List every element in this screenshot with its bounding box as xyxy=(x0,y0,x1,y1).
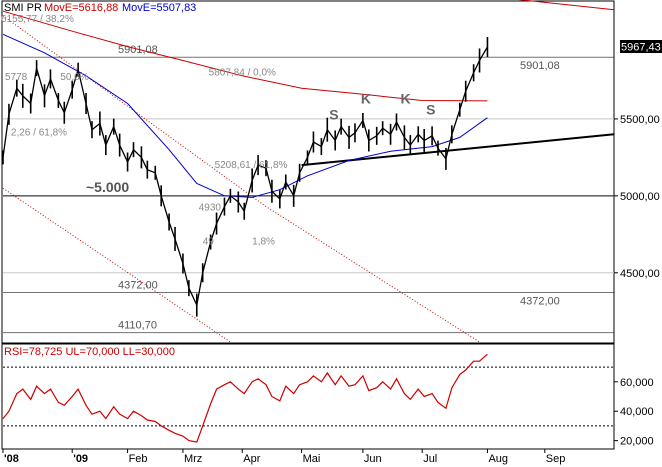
rsi-tick-label-2: 60,000 xyxy=(620,377,654,389)
x-tick-label-0: '08 xyxy=(4,453,19,465)
y-tick-label-2: 5500,00 xyxy=(620,114,660,126)
fib-label-4: 2,26 / 61,8% xyxy=(11,128,67,139)
price-panel-frame xyxy=(1,0,615,344)
x-tick-label-2: Feb xyxy=(129,453,148,465)
x-tick-label-6: Jun xyxy=(364,453,382,465)
level-label-right-3: 4372,00 xyxy=(520,295,560,307)
rsi-tick-label-1: 40,000 xyxy=(620,406,654,418)
fib-label-5: 5208,61 / 61,8% xyxy=(215,160,288,171)
channel-lower-line xyxy=(2,187,231,343)
symbol-label: SMI PR xyxy=(4,2,42,14)
ma-long-line xyxy=(2,33,488,198)
rsi-panel-frame xyxy=(1,343,615,450)
rsi-series xyxy=(2,353,614,443)
ma-short-line xyxy=(2,10,488,102)
fib-label-7: 49 xyxy=(203,236,215,247)
x-tick-label-1: '09 xyxy=(73,453,88,465)
fib-labels: 6155,77 / 38,2% 5807,84 / 0,0% 5778 50,0% 2,… xyxy=(1,14,287,247)
x-axis: '08 '09 Feb Mrz Apr Mai Jun Jul Aug Sep xyxy=(2,449,566,465)
fib-label-0: 6155,77 / 38,2% xyxy=(1,14,74,25)
x-tick-label-9: Sep xyxy=(546,453,566,465)
y-tick-label-0: 4500,00 xyxy=(620,268,660,280)
y-axis-price: 4500,00 5000,00 5500,00 xyxy=(614,114,660,280)
x-tick-label-4: Apr xyxy=(243,453,260,465)
pattern-labels: SK KS xyxy=(329,91,435,123)
x-tick-label-7: Jul xyxy=(423,453,437,465)
fib-label-1: 5807,84 / 0,0% xyxy=(209,68,276,79)
rsi-tick-label-0: 20,000 xyxy=(620,436,654,448)
y-axis-rsi: 20,000 40,000 60,000 xyxy=(614,377,654,448)
y-tick-label-1: 5000,00 xyxy=(620,191,660,203)
ma-short-label: MovE=5616,88 xyxy=(44,2,118,14)
level-label-1: 5901,08 xyxy=(118,44,158,56)
fib-label-6: 4930 xyxy=(199,203,222,214)
level-lines: 6.4205901,085901,08~5.0004372,004372,004… xyxy=(3,44,614,334)
last-price-badge: 5967,43 xyxy=(620,40,662,54)
moving-averages xyxy=(2,10,488,198)
x-tick-label-8: Aug xyxy=(488,453,508,465)
pattern-label-1: K xyxy=(361,91,371,107)
last-price-label: 5967,43 xyxy=(621,42,661,54)
x-tick-label-5: Mai xyxy=(303,453,321,465)
level-label-4: 4110,70 xyxy=(118,320,157,332)
level-label-3: 4372,00 xyxy=(118,279,158,291)
pattern-label-0: S xyxy=(329,107,338,123)
ma-top-right-line xyxy=(518,0,615,11)
pattern-label-3: S xyxy=(426,101,435,117)
rsi-line xyxy=(2,353,488,443)
fib-label-8: 1,8% xyxy=(252,236,275,247)
x-tick-label-3: Mrz xyxy=(184,453,202,465)
rsi-header: RSI=78,725 UL=70,000 LL=30,000 xyxy=(4,346,175,358)
fib-label-2: 5778 xyxy=(5,72,28,83)
pattern-label-2: K xyxy=(400,91,410,107)
price-series xyxy=(2,37,489,317)
level-label-right-1: 5901,08 xyxy=(520,60,560,72)
ma-long-label: MovE=5507,83 xyxy=(122,2,196,14)
fib-label-3: 50,0% xyxy=(60,72,88,83)
level-label-2: ~5.000 xyxy=(86,179,129,195)
